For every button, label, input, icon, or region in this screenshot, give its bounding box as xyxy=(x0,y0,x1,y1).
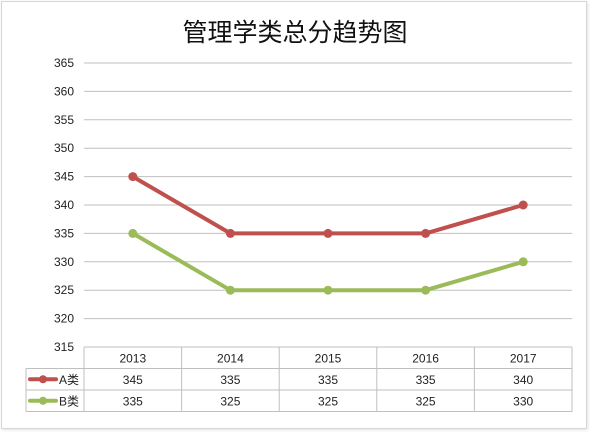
y-tick-label: 350 xyxy=(54,141,74,155)
category-label: 2016 xyxy=(412,351,439,365)
category-label: 2017 xyxy=(510,351,537,365)
category-label: 2013 xyxy=(119,351,146,365)
legend-key-marker xyxy=(39,396,47,405)
table-value: 335 xyxy=(416,373,436,387)
data-point xyxy=(421,228,431,238)
y-tick-label: 330 xyxy=(54,255,74,269)
table-value: 325 xyxy=(416,394,436,408)
table-value: 335 xyxy=(220,373,240,387)
y-tick-label: 325 xyxy=(54,283,74,297)
y-tick-label: 335 xyxy=(54,226,74,240)
table-value: 325 xyxy=(220,394,240,408)
data-point xyxy=(323,285,333,295)
data-point xyxy=(128,228,138,238)
y-tick-label: 355 xyxy=(54,113,74,127)
table-value: 325 xyxy=(318,394,338,408)
table-value: 335 xyxy=(318,373,338,387)
legend-label: B类 xyxy=(59,394,79,408)
table-value: 335 xyxy=(123,394,143,408)
legend-label: A类 xyxy=(59,373,79,387)
category-label: 2015 xyxy=(315,351,342,365)
table-value: 330 xyxy=(513,394,533,408)
y-tick-label: 315 xyxy=(54,340,74,354)
data-point xyxy=(225,228,235,238)
y-tick-label: 365 xyxy=(54,56,74,70)
data-point xyxy=(518,257,528,267)
table-value: 340 xyxy=(513,373,533,387)
data-point xyxy=(421,285,431,295)
data-point xyxy=(518,200,528,210)
data-point xyxy=(128,172,138,182)
y-tick-label: 340 xyxy=(54,198,74,212)
y-tick-label: 360 xyxy=(54,84,74,98)
y-tick-label: 320 xyxy=(54,312,74,326)
category-label: 2014 xyxy=(217,351,244,365)
table-value: 345 xyxy=(123,373,143,387)
data-point xyxy=(323,228,333,238)
data-point xyxy=(225,285,235,295)
y-tick-label: 345 xyxy=(54,170,74,184)
chart-title: 管理学类总分趋势图 xyxy=(182,18,408,47)
legend-key-marker xyxy=(39,375,47,384)
